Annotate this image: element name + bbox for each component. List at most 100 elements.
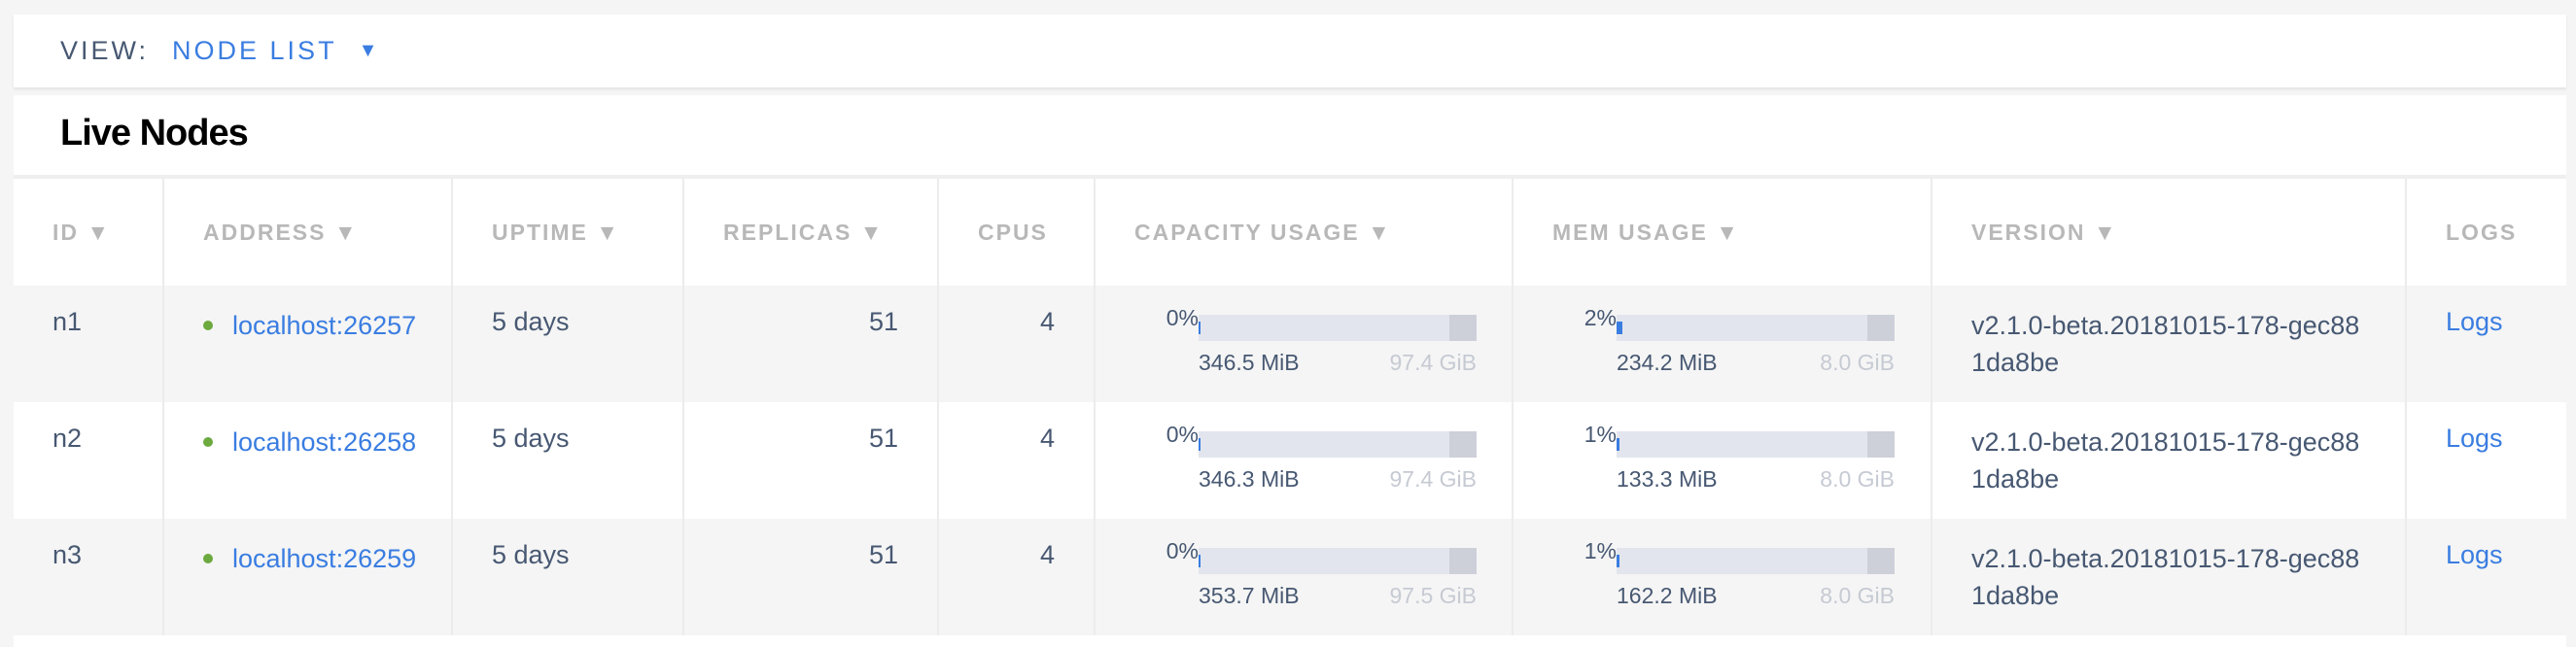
node-replicas: 51 <box>683 402 939 519</box>
cap-total: 97.4 GiB <box>1389 466 1478 492</box>
cap-usage-bar <box>1199 431 1477 458</box>
cap-used: 346.5 MiB <box>1199 350 1300 375</box>
cap-usage: 0% 346.5 MiB 97.4 GiB <box>1134 305 1512 394</box>
mem-usage-cap <box>1867 431 1895 458</box>
mem-usage-cap <box>1867 315 1895 341</box>
cap-usage: 0% 353.7 MiB 97.5 GiB <box>1134 538 1512 628</box>
column-header-id[interactable]: ID ▼ <box>14 175 164 286</box>
mem-percent: 2% <box>1584 305 1617 330</box>
logs-link[interactable]: Logs <box>2446 540 2503 569</box>
node-replicas: 51 <box>683 519 939 635</box>
mem-cell: 1% 162.2 MiB 8.0 GiB <box>1513 519 1932 635</box>
view-dropdown[interactable]: NODE LIST ▼ <box>172 36 380 66</box>
cap-usage-fill <box>1199 438 1201 451</box>
column-header-uptime[interactable]: UPTIME ▼ <box>452 175 684 286</box>
logs-link[interactable]: Logs <box>2446 424 2503 453</box>
cap-usage-bar <box>1199 315 1477 341</box>
cap-percent: 0% <box>1166 305 1199 330</box>
mem-total: 8.0 GiB <box>1820 466 1895 492</box>
column-header-cpus: CPUS <box>938 175 1096 286</box>
mem-percent: 1% <box>1584 422 1617 447</box>
mem-usage-cap <box>1867 548 1895 574</box>
table-row: n1 localhost:26257 5 days 51 4 0% 346.5 … <box>14 286 2566 402</box>
node-id: n3 <box>14 519 164 635</box>
mem-usage: 2% 234.2 MiB 8.0 GiB <box>1552 305 1931 394</box>
logs-cell: Logs <box>2406 402 2566 519</box>
live-nodes-panel: Live Nodes ID ▼ ADDRESS ▼ UPTIME ▼ REPLI… <box>14 95 2566 647</box>
node-address-link[interactable]: localhost:26259 <box>232 544 417 573</box>
node-uptime: 5 days <box>452 286 684 402</box>
node-uptime: 5 days <box>452 402 684 519</box>
capacity-cell: 0% 353.7 MiB 97.5 GiB <box>1095 519 1514 635</box>
column-header-mem[interactable]: MEM USAGE ▼ <box>1513 175 1932 286</box>
view-selector-bar: VIEW: NODE LIST ▼ <box>14 15 2566 87</box>
live-status-icon <box>203 321 213 330</box>
caret-down-icon: ▼ <box>358 40 381 61</box>
mem-total: 8.0 GiB <box>1820 583 1895 608</box>
column-header-capacity[interactable]: CAPACITY USAGE ▼ <box>1095 175 1514 286</box>
cap-used: 353.7 MiB <box>1199 583 1300 608</box>
node-version: v2.1.0-beta.20181015-178-gec881da8be <box>1971 427 2360 494</box>
nodes-table: ID ▼ ADDRESS ▼ UPTIME ▼ REPLICAS ▼ CPUS … <box>14 175 2566 635</box>
mem-percent: 1% <box>1584 538 1617 563</box>
cap-percent: 0% <box>1166 422 1199 447</box>
mem-usage: 1% 133.3 MiB 8.0 GiB <box>1552 422 1931 511</box>
node-cpus: 4 <box>938 519 1096 635</box>
mem-usage-bar <box>1617 315 1895 341</box>
mem-cell: 2% 234.2 MiB 8.0 GiB <box>1513 286 1932 402</box>
cap-total: 97.4 GiB <box>1389 350 1478 375</box>
section-title: Live Nodes <box>60 113 249 153</box>
mem-usage-fill <box>1617 322 1622 334</box>
live-status-icon <box>203 554 213 563</box>
capacity-cell: 0% 346.5 MiB 97.4 GiB <box>1095 286 1514 402</box>
logs-link[interactable]: Logs <box>2446 307 2503 336</box>
cap-usage-fill <box>1199 555 1201 567</box>
node-version: v2.1.0-beta.20181015-178-gec881da8be <box>1971 544 2360 610</box>
mem-usage-bar <box>1617 431 1895 458</box>
live-status-icon <box>203 437 213 447</box>
cap-usage-bar <box>1199 548 1477 574</box>
cap-used: 346.3 MiB <box>1199 466 1300 492</box>
view-label: VIEW: <box>60 36 150 65</box>
cap-usage-cap <box>1449 315 1477 341</box>
node-address-link[interactable]: localhost:26258 <box>232 427 417 457</box>
logs-cell: Logs <box>2406 519 2566 635</box>
mem-usage-fill <box>1617 438 1619 451</box>
mem-usage-bar <box>1617 548 1895 574</box>
table-row: n2 localhost:26258 5 days 51 4 0% 346.3 … <box>14 402 2566 519</box>
cap-usage-cap <box>1449 431 1477 458</box>
mem-used: 162.2 MiB <box>1617 583 1718 608</box>
cap-total: 97.5 GiB <box>1389 583 1478 608</box>
mem-usage: 1% 162.2 MiB 8.0 GiB <box>1552 538 1931 628</box>
cap-percent: 0% <box>1166 538 1199 563</box>
view-value: NODE LIST <box>172 36 337 65</box>
column-header-logs: LOGS <box>2406 175 2566 286</box>
cap-usage-cap <box>1449 548 1477 574</box>
node-address-cell: localhost:26259 <box>163 519 453 635</box>
capacity-cell: 0% 346.3 MiB 97.4 GiB <box>1095 402 1514 519</box>
mem-used: 234.2 MiB <box>1617 350 1718 375</box>
version-cell: v2.1.0-beta.20181015-178-gec881da8be <box>1932 519 2407 635</box>
mem-used: 133.3 MiB <box>1617 466 1718 492</box>
column-header-address[interactable]: ADDRESS ▼ <box>163 175 453 286</box>
node-address-link[interactable]: localhost:26257 <box>232 311 417 340</box>
column-header-replicas[interactable]: REPLICAS ▼ <box>683 175 939 286</box>
node-id: n1 <box>14 286 164 402</box>
column-header-version[interactable]: VERSION ▼ <box>1932 175 2407 286</box>
cap-usage-fill <box>1199 322 1201 334</box>
node-version: v2.1.0-beta.20181015-178-gec881da8be <box>1971 311 2360 377</box>
version-cell: v2.1.0-beta.20181015-178-gec881da8be <box>1932 286 2407 402</box>
node-id: n2 <box>14 402 164 519</box>
mem-usage-fill <box>1617 555 1619 567</box>
version-cell: v2.1.0-beta.20181015-178-gec881da8be <box>1932 402 2407 519</box>
mem-total: 8.0 GiB <box>1820 350 1895 375</box>
node-cpus: 4 <box>938 402 1096 519</box>
logs-cell: Logs <box>2406 286 2566 402</box>
table-row: n3 localhost:26259 5 days 51 4 0% 353.7 … <box>14 519 2566 635</box>
node-address-cell: localhost:26258 <box>163 402 453 519</box>
mem-cell: 1% 133.3 MiB 8.0 GiB <box>1513 402 1932 519</box>
cap-usage: 0% 346.3 MiB 97.4 GiB <box>1134 422 1512 511</box>
node-uptime: 5 days <box>452 519 684 635</box>
node-replicas: 51 <box>683 286 939 402</box>
node-address-cell: localhost:26257 <box>163 286 453 402</box>
